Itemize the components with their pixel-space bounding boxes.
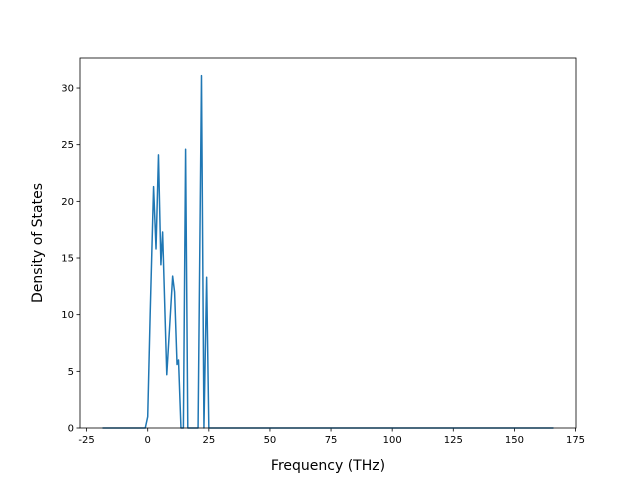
x-tick-label: 75 — [325, 435, 338, 446]
x-tick-label: 150 — [505, 435, 524, 446]
data-line — [102, 74, 554, 429]
y-tick-label: 20 — [61, 197, 74, 208]
x-tick-label: 0 — [145, 435, 151, 446]
y-axis-label: Density of States — [30, 183, 46, 303]
y-tick-label: 0 — [68, 424, 74, 435]
x-tick-label: 25 — [202, 435, 215, 446]
x-axis-label: Frequency (THz) — [271, 458, 385, 474]
y-tick-label: 10 — [61, 310, 74, 321]
x-tick-label: 175 — [566, 435, 585, 446]
x-tick-label: 125 — [444, 435, 463, 446]
x-tick-label: 100 — [383, 435, 402, 446]
plot-frame — [79, 57, 577, 429]
y-tick-label: 30 — [61, 84, 74, 95]
x-tick-label: -25 — [78, 435, 94, 446]
x-tick-label: 50 — [264, 435, 277, 446]
y-tick-label: 5 — [68, 367, 74, 378]
y-tick-label: 15 — [61, 254, 74, 265]
y-tick-label: 25 — [61, 140, 74, 151]
